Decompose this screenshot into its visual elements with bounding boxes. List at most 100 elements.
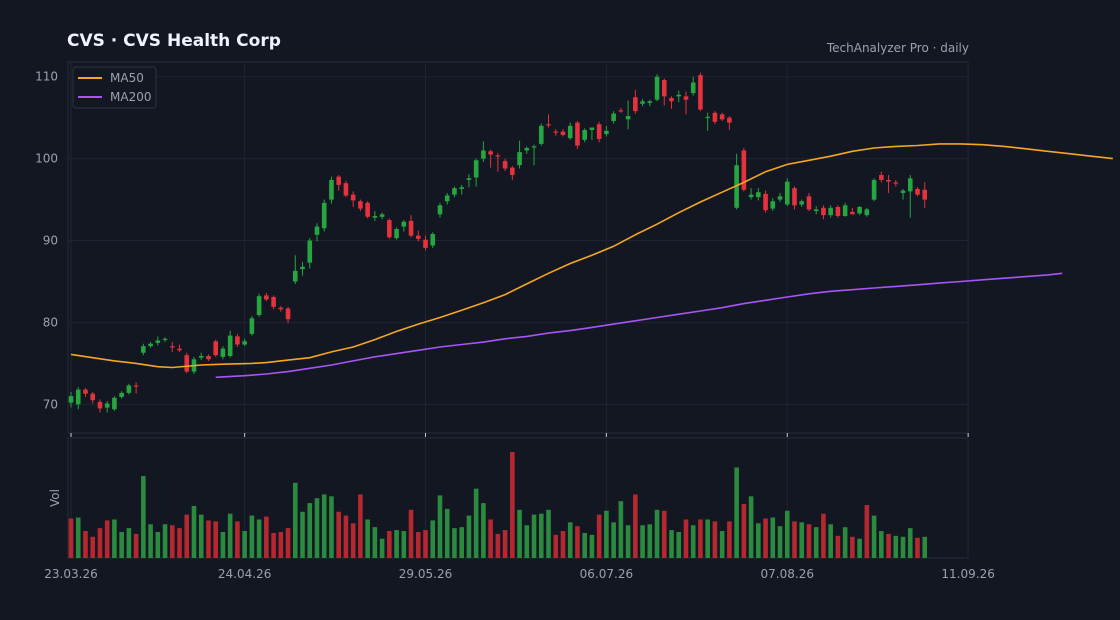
volume-bar [155, 531, 161, 558]
candle [763, 190, 768, 213]
candle-body [712, 112, 718, 122]
volume-bar [162, 524, 168, 558]
volume-bar [104, 520, 110, 558]
candle-body [292, 270, 298, 282]
volume-bar [437, 495, 443, 558]
volume-bar [531, 514, 537, 558]
moving-averages [70, 143, 1113, 379]
candle [669, 96, 674, 109]
legend-label: MA50 [110, 71, 144, 85]
candle-body [741, 150, 747, 190]
candle [481, 141, 486, 162]
volume-panel: Vol [48, 437, 969, 559]
volume-bar [647, 524, 653, 558]
candle-body [408, 220, 414, 236]
volume-bar [712, 521, 718, 558]
candle-body [387, 220, 392, 238]
candle-body [466, 178, 472, 180]
candle-body [567, 125, 573, 139]
candle-body [524, 147, 530, 151]
candle [300, 261, 305, 276]
candle-body [669, 98, 674, 102]
volume-bar [871, 515, 877, 558]
candle-body [560, 131, 566, 135]
candle-body [821, 207, 826, 216]
volume-bar [235, 521, 240, 558]
candle-body [727, 117, 732, 123]
volume-bar [770, 517, 776, 558]
candle-body [430, 233, 436, 246]
volume-bar [705, 519, 710, 558]
candle-body [343, 183, 349, 196]
ma200-line [215, 272, 1063, 379]
volume-bar [271, 532, 276, 558]
volume-bar [220, 531, 226, 558]
volume-bar [604, 510, 609, 558]
candle [748, 188, 754, 200]
volume-bar [256, 519, 262, 558]
volume-bar [719, 531, 725, 558]
candle-body [184, 355, 190, 372]
candle-body [813, 209, 819, 212]
candle-body [365, 202, 370, 217]
candle [611, 111, 616, 124]
candle-body [372, 215, 378, 218]
candle-body [415, 235, 421, 239]
candle [444, 193, 450, 205]
volume-bar [690, 525, 696, 558]
volume-bar [654, 509, 660, 558]
candle-body [256, 296, 262, 316]
volume-bar [821, 513, 826, 558]
volume-bar [546, 509, 551, 558]
candle [104, 401, 110, 413]
candle [387, 218, 392, 239]
volume-bar [90, 536, 96, 558]
volume-bar [813, 527, 819, 558]
candle [75, 387, 81, 410]
volume-bar [879, 531, 884, 558]
source-label: TechAnalyzer Pro · daily [826, 41, 969, 55]
candle [604, 125, 609, 137]
candle [184, 352, 190, 374]
volume-bar [242, 531, 247, 558]
candle [922, 182, 928, 208]
candle [886, 175, 891, 194]
candle [314, 223, 320, 242]
x-tick-label: 29.05.26 [399, 567, 452, 581]
candle-body [90, 393, 96, 401]
volume-bar [430, 520, 436, 558]
candle [553, 129, 559, 136]
volume-bar [640, 525, 645, 558]
candle [256, 293, 262, 317]
volume-bar [184, 514, 190, 558]
candle [459, 184, 464, 195]
candle [654, 74, 660, 102]
candle [264, 292, 269, 302]
candle [97, 399, 103, 413]
candle [430, 232, 436, 248]
candle-body [777, 196, 783, 200]
candle-body [546, 124, 551, 126]
volume-bar [777, 526, 783, 558]
candle-body [104, 403, 110, 408]
candle-body [83, 389, 88, 394]
candle [835, 205, 841, 218]
candle [394, 227, 399, 240]
volume-bar [415, 531, 421, 558]
volume-bar [444, 508, 450, 558]
volume-bar [676, 531, 682, 558]
candle [850, 207, 855, 215]
candle [821, 205, 826, 220]
candle-body [683, 96, 689, 100]
candle [864, 207, 870, 217]
candle-body [437, 205, 443, 215]
candle-body [227, 335, 233, 357]
candle-body [828, 207, 833, 216]
candle-body [271, 297, 276, 307]
candle-body [206, 356, 211, 360]
candle [83, 387, 88, 397]
volume-bar [459, 527, 464, 558]
volume-bar [358, 494, 363, 558]
candle [177, 344, 182, 352]
legend-label: MA200 [110, 90, 151, 104]
